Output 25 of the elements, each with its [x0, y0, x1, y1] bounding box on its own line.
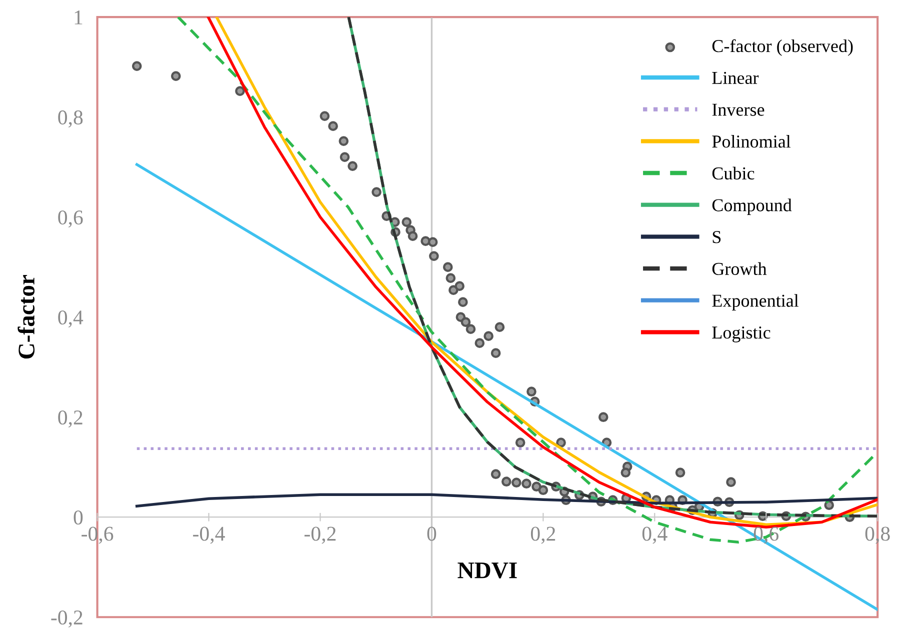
- y-axis-title: C-factor: [18, 274, 35, 359]
- x-tick-label: 0,2: [530, 526, 556, 544]
- y-tick-label: 0,2: [58, 410, 82, 428]
- line-series: [135, 493, 878, 508]
- legend-label: S: [712, 231, 721, 244]
- legend-label: Compound: [712, 198, 792, 215]
- x-tick-label: 0: [427, 526, 436, 541]
- legend-label: Growth: [712, 262, 767, 275]
- y-tick-label: 1: [74, 10, 82, 24]
- x-tick-label: -0,2: [304, 526, 336, 544]
- legend-label: Inverse: [712, 104, 764, 116]
- legend-label: Linear: [712, 72, 759, 84]
- y-tick-label: 0: [74, 510, 83, 525]
- y-tick-label: 0,4: [58, 310, 84, 328]
- x-axis-title: NDVI: [458, 562, 517, 578]
- y-tick-label: 0,6: [58, 210, 83, 228]
- legend-label: Polinomial: [712, 134, 791, 148]
- legend-label: Cubic: [712, 166, 754, 180]
- y-tick-label: -0,2: [51, 610, 82, 628]
- legend-label: C-factor (observed): [712, 39, 853, 56]
- x-tick-label: 0,4: [642, 526, 668, 544]
- y-tick-label: 0,8: [58, 110, 83, 128]
- legend-label: Exponential: [712, 294, 799, 310]
- x-tick-label: -0,4: [193, 526, 225, 544]
- legend-label: Logistic: [712, 326, 770, 342]
